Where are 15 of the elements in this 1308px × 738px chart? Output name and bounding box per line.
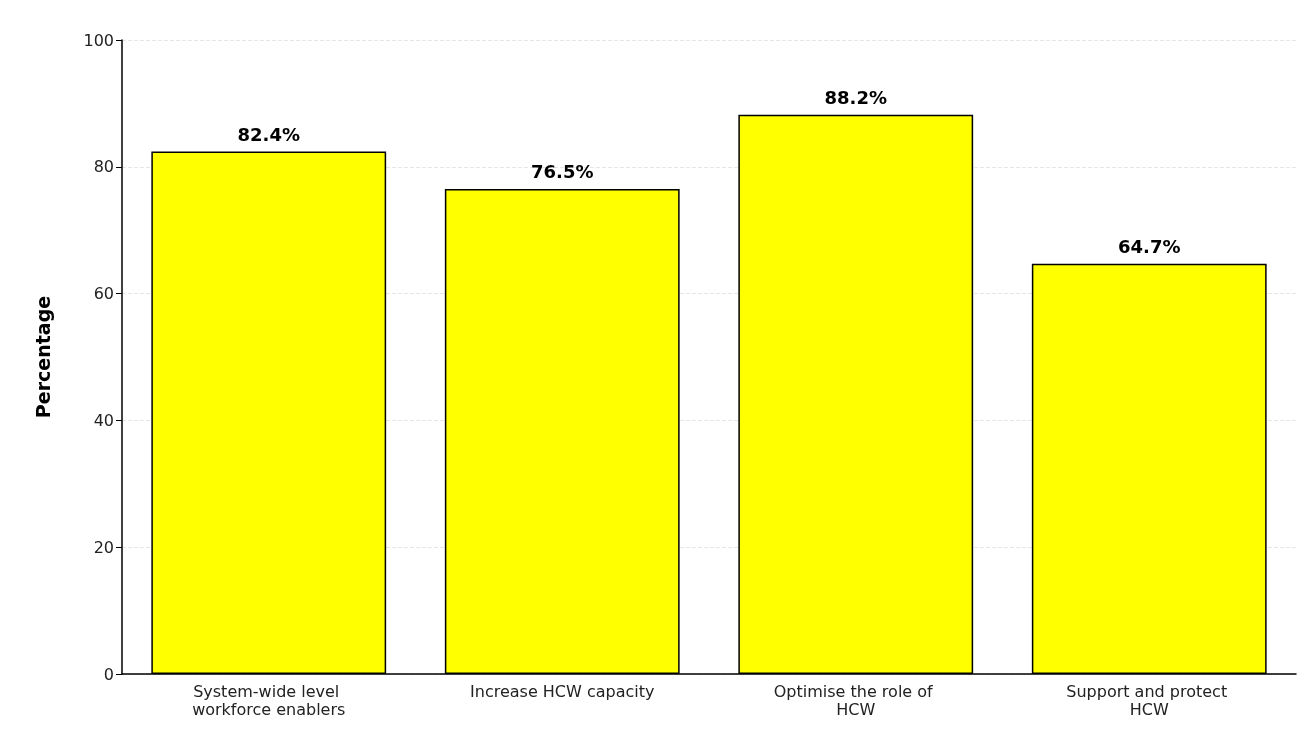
x-tick-label: Support and protect HCW [1066, 681, 1233, 719]
y-tick-label: 60 [93, 284, 114, 304]
y-tick-label: 20 [93, 537, 114, 557]
y-tick-label: 100 [83, 30, 114, 50]
data-label: 64.7% [1118, 236, 1181, 258]
data-label: 88.2% [824, 87, 887, 109]
y-tick-label: 0 [103, 664, 114, 684]
x-tick-label: Increase HCW capacity [470, 681, 655, 701]
y-tick-label: 80 [93, 157, 114, 177]
x-tick-label: Optimise the role of HCW [773, 681, 938, 719]
data-label: 82.4% [237, 124, 300, 146]
data-label: 76.5% [531, 161, 594, 183]
y-tick-label: 40 [93, 410, 114, 430]
x-tick-label: System-wide level workforce enablers [192, 681, 346, 719]
y-axis-title: Percentage [31, 295, 54, 419]
